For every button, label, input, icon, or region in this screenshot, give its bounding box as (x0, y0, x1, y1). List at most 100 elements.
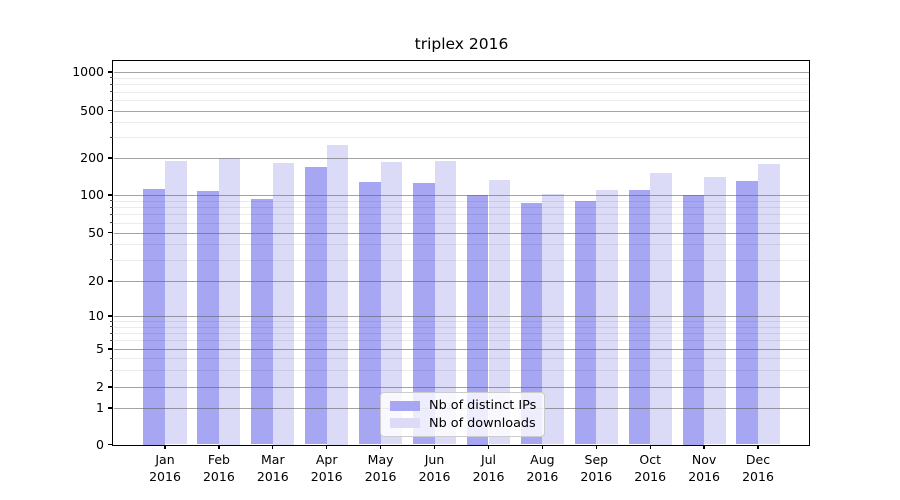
x-tick-label-jul: Jul 2016 (461, 452, 517, 485)
x-label-month: Nov (691, 452, 717, 467)
x-tick-nov (703, 444, 705, 449)
y-tick-label-100: 100 (80, 187, 104, 202)
bar-nb-of-distinct-ips-apr (305, 166, 327, 445)
gridline-minor-4 (113, 358, 810, 360)
x-tick-label-nov: Nov 2016 (676, 452, 732, 485)
x-tick-apr (326, 444, 328, 449)
x-tick-oct (649, 444, 651, 449)
x-label-month: Aug (530, 452, 555, 467)
x-tick-sep (595, 444, 597, 449)
bar-nb-of-distinct-ips-mar (251, 198, 273, 445)
x-tick-label-may: May 2016 (353, 452, 409, 485)
y-tick-200 (107, 157, 113, 159)
x-label-year: 2016 (310, 468, 343, 484)
bar-nb-of-distinct-ips-may (359, 181, 381, 445)
x-tick-label-jun: Jun 2016 (407, 452, 463, 485)
y-minor-tick-900 (109, 77, 113, 79)
y-minor-tick-400 (109, 121, 113, 123)
legend-item-downloads: Nb of downloads (390, 416, 536, 431)
gridline-minor-300 (113, 137, 810, 138)
gridline-minor-90 (113, 200, 810, 202)
x-tick-label-aug: Aug 2016 (514, 452, 570, 485)
y-tick-100 (107, 194, 113, 196)
gridline-minor-400 (113, 122, 810, 124)
x-tick-may (379, 444, 382, 449)
y-minor-tick-90 (109, 200, 113, 202)
x-tick-label-sep: Sep 2016 (568, 452, 624, 485)
x-label-year: 2016 (634, 468, 667, 484)
bar-nb-of-downloads-jul (488, 179, 511, 445)
gridline-minor-600 (113, 100, 810, 102)
bar-nb-of-distinct-ips-nov (682, 194, 705, 445)
y-tick-0 (107, 443, 113, 446)
x-label-year: 2016 (364, 468, 397, 484)
bar-nb-of-distinct-ips-feb (197, 190, 219, 445)
y-minor-tick-70 (109, 213, 113, 215)
y-minor-tick-3 (109, 369, 113, 371)
y-tick-label-20: 20 (88, 273, 104, 288)
gridline-minor-40 (113, 244, 810, 246)
gridline-major-50 (113, 232, 810, 234)
y-minor-tick-800 (109, 83, 113, 85)
x-tick-label-feb: Feb 2016 (191, 452, 247, 485)
x-label-month: Feb (207, 452, 230, 467)
bar-nb-of-distinct-ips-jul (466, 194, 489, 445)
gridline-minor-9 (113, 321, 810, 322)
gridline-major-200 (113, 158, 810, 159)
legend-swatch-downloads (390, 417, 420, 429)
bar-nb-of-downloads-aug (542, 193, 564, 445)
y-tick-label-200: 200 (80, 150, 104, 165)
gridline-minor-6 (113, 340, 810, 342)
bar-nb-of-downloads-apr (326, 145, 349, 445)
x-label-year: 2016 (580, 468, 613, 484)
y-minor-tick-8 (109, 326, 113, 328)
legend-item-distinct-ips: Nb of distinct IPs (390, 398, 537, 414)
y-minor-tick-600 (109, 99, 113, 101)
y-minor-tick-7 (109, 332, 113, 334)
x-tick-label-apr: Apr 2016 (299, 452, 355, 485)
bar-nb-of-downloads-oct (650, 173, 672, 445)
x-label-month: Dec (745, 452, 771, 467)
bar-nb-of-distinct-ips-dec (736, 181, 758, 445)
gridline-minor-900 (113, 77, 810, 79)
bar-nb-of-downloads-jan (165, 161, 187, 445)
y-minor-tick-60 (109, 222, 113, 224)
x-tick-feb (218, 444, 220, 449)
x-tick-aug (541, 444, 544, 449)
y-tick-label-10: 10 (88, 308, 104, 323)
y-tick-500 (107, 109, 113, 112)
gridline-major-1000 (113, 72, 810, 73)
legend-label-distinct-ips: Nb of distinct IPs (429, 398, 537, 414)
gridline-major-20 (113, 281, 810, 282)
gridline-major-10 (113, 316, 810, 317)
bar-nb-of-distinct-ips-jun (413, 182, 435, 445)
x-label-year: 2016 (256, 468, 289, 484)
chart-title: triplex 2016 (414, 35, 509, 53)
gridline-minor-3 (113, 370, 810, 372)
bar-nb-of-downloads-dec (758, 163, 780, 445)
gridline-major-100 (113, 195, 810, 196)
bar-nb-of-distinct-ips-sep (574, 201, 597, 445)
y-tick-label-1000: 1000 (72, 64, 104, 79)
x-tick-jan (164, 444, 166, 449)
x-tick-jul (487, 444, 490, 449)
y-tick-label-500: 500 (80, 102, 104, 118)
x-label-year: 2016 (202, 468, 235, 484)
gridline-minor-60 (113, 222, 810, 224)
bar-nb-of-downloads-feb (218, 157, 241, 445)
x-label-year: 2016 (149, 468, 181, 484)
y-tick-label-50: 50 (88, 224, 104, 240)
bar-nb-of-downloads-jun (434, 161, 457, 445)
x-label-year: 2016 (418, 468, 451, 484)
y-tick-1000 (107, 71, 113, 73)
x-tick-label-dec: Dec 2016 (730, 452, 786, 485)
x-tick-label-mar: Mar 2016 (245, 452, 301, 485)
y-tick-label-2: 2 (96, 379, 104, 394)
y-tick-2 (107, 386, 113, 388)
gridline-minor-7 (113, 333, 810, 334)
y-tick-5 (107, 348, 113, 350)
y-tick-label-0: 0 (96, 436, 104, 452)
y-minor-tick-6 (109, 339, 113, 341)
x-tick-jun (433, 444, 436, 449)
